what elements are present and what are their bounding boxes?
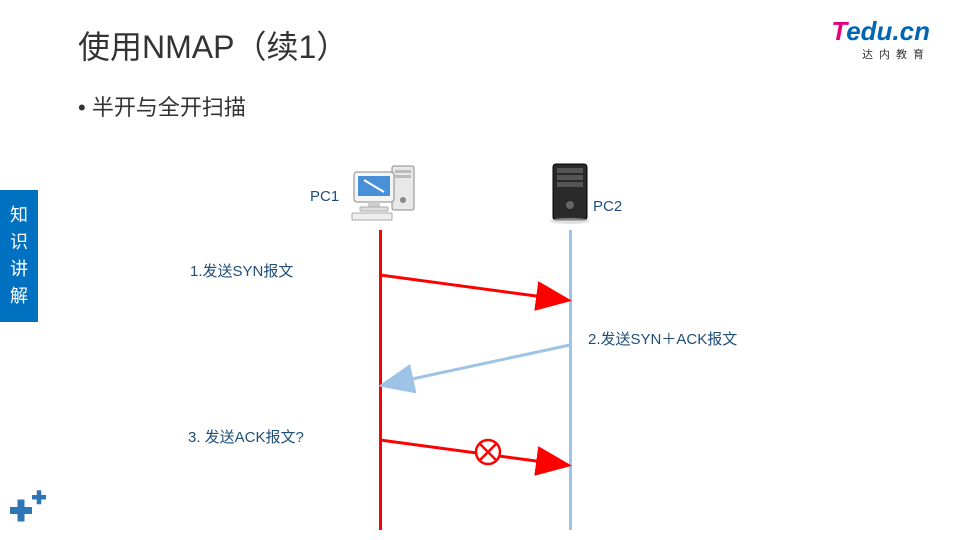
side-tab-char: 知 — [0, 202, 38, 229]
logo-subtitle: 达内教育 — [831, 46, 930, 62]
logo: Tedu.cn 达内教育 — [831, 18, 930, 62]
logo-rest: edu.cn — [846, 16, 930, 46]
side-tab: 知 识 讲 解 — [0, 190, 38, 322]
blocked-icon — [474, 438, 502, 466]
side-tab-char: 讲 — [0, 256, 38, 283]
side-tab-char: 识 — [0, 229, 38, 256]
msg3-arrow — [200, 160, 620, 530]
bullet-subtitle: • 半开与全开扫描 — [78, 90, 246, 122]
logo-main: Tedu.cn — [831, 18, 930, 44]
side-tab-char: 解 — [0, 283, 38, 310]
sequence-diagram: PC1 PC2 1.发送SYN报文 2.发送SYN＋ACK报文 — [200, 160, 820, 530]
logo-t: T — [831, 16, 846, 46]
page-title: 使用NMAP（续1） — [78, 22, 348, 68]
corner-plus-icon — [8, 487, 52, 532]
